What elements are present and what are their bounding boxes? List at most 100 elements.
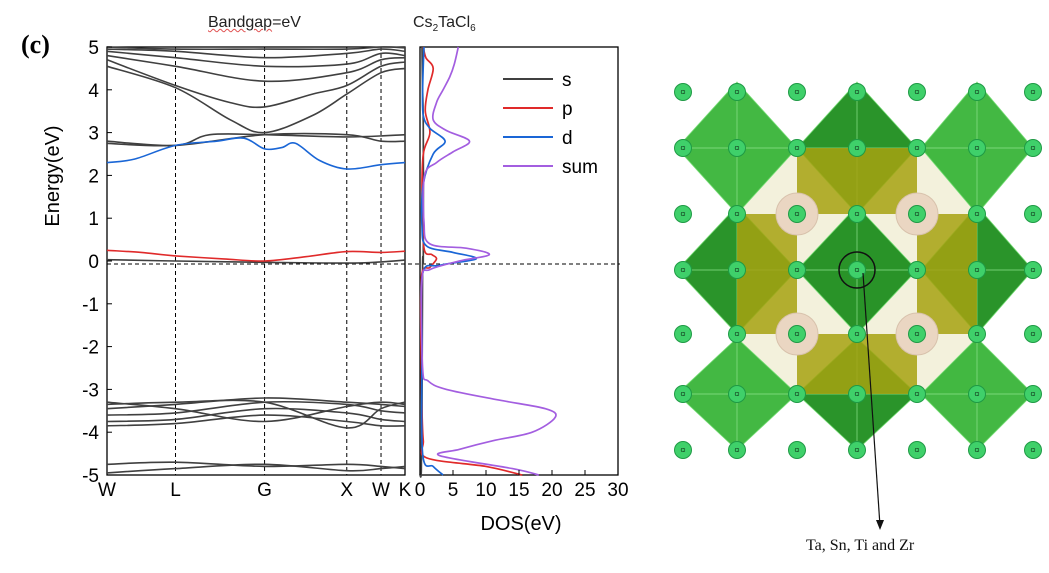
energy-tick-label: 0 [88, 252, 99, 273]
dos-series-sum [420, 46, 557, 476]
cl-atom [728, 139, 746, 157]
energy-tick-label: 5 [88, 38, 99, 59]
olive-cell-face [797, 334, 917, 394]
band-line-s [106, 461, 406, 470]
structure-caption: Ta, Sn, Ti and Zr [806, 537, 915, 554]
cl-atom [908, 385, 926, 403]
energy-axis-label: Energy(eV) [42, 125, 64, 226]
cl-atom [674, 441, 692, 459]
cl-atom-label: Cl [795, 212, 800, 218]
compound-title: Cs2TaCl6 [413, 14, 476, 34]
cl-atom [788, 205, 806, 223]
cl-atom-label: Cl [681, 392, 686, 398]
kpoint-tick-label: G [257, 480, 272, 501]
cl-atom [908, 139, 926, 157]
cl-atom-label: Cl [681, 448, 686, 454]
dos-tick-label: 30 [607, 480, 628, 501]
dos-tick-label: 20 [541, 480, 562, 501]
olive-cell-face [917, 214, 977, 334]
cl-atom-label: Cl [915, 392, 920, 398]
cl-atom [1024, 261, 1042, 279]
cl-atom [1024, 385, 1042, 403]
cl-atom [728, 441, 746, 459]
dos-tick-label: 0 [415, 480, 426, 501]
energy-tick-label: -1 [82, 295, 99, 316]
panel-label: (c) [21, 30, 50, 59]
cl-atom [908, 83, 926, 101]
cl-atom-label: Cl [855, 212, 860, 218]
crystal-structure-illustration: CsCsCsCsClClClClClClClClClClClClClClClCl… [674, 81, 1042, 459]
cl-atom [968, 205, 986, 223]
cl-atom [788, 139, 806, 157]
band-line-s [106, 46, 406, 51]
cl-atom-label: Cl [855, 448, 860, 454]
energy-tick-label: -2 [82, 338, 99, 359]
band-line-s [106, 48, 406, 59]
energy-tick-label: -3 [82, 380, 99, 401]
legend-label-d: d [562, 128, 573, 149]
cl-atom [728, 385, 746, 403]
band-line-d [106, 137, 406, 170]
band-line-s [106, 258, 406, 264]
cl-atom-label: Cl [975, 212, 980, 218]
kpoint-tick-label: W [98, 480, 116, 501]
dos-tick-label: 25 [574, 480, 595, 501]
cl-atom [848, 261, 866, 279]
cl-atom [728, 325, 746, 343]
cl-atom [848, 441, 866, 459]
compound-subscript-b: 6 [470, 23, 476, 35]
dos-panel: 0 5 10 15 20 25 30 DOS(eV) spd sum [415, 46, 629, 535]
cl-atom [788, 441, 806, 459]
kpoint-tick-label: K [399, 480, 412, 501]
band-line-s [106, 65, 406, 134]
cl-atom [908, 205, 926, 223]
dos-tick-label: 10 [475, 480, 496, 501]
annotation-arrowhead [876, 520, 884, 530]
cl-atom-label: Cl [795, 332, 800, 338]
cl-atom [908, 441, 926, 459]
cl-atom [848, 139, 866, 157]
cl-atom-label: Cl [735, 392, 740, 398]
cl-atom-label: Cl [915, 90, 920, 96]
band-line-s [106, 407, 406, 423]
cl-atom-label: Cl [795, 268, 800, 274]
cl-atom-label: Cl [855, 268, 860, 274]
cl-atom [674, 261, 692, 279]
bandgap-title-unit: =eV [272, 14, 301, 31]
highlight-circle [838, 251, 876, 289]
cl-atom [1024, 441, 1042, 459]
legend-label-p: p [562, 99, 573, 120]
cl-atom-label: Cl [975, 392, 980, 398]
cl-atom-label: Cl [735, 268, 740, 274]
cl-atom-label: Cl [681, 332, 686, 338]
band-line-s [106, 414, 406, 427]
cl-atom [848, 325, 866, 343]
cl-atom-label: Cl [975, 146, 980, 152]
cl-atom [908, 261, 926, 279]
dos-axis-label: DOS(eV) [480, 513, 561, 535]
energy-tick-label: 4 [88, 81, 99, 102]
band-line-s [106, 399, 406, 429]
cl-atom [1024, 205, 1042, 223]
cl-atom-label: Cl [735, 146, 740, 152]
cl-atom-label: Cl [975, 90, 980, 96]
cl-atom-label: Cl [681, 90, 686, 96]
cl-atom-label: Cl [795, 146, 800, 152]
legend-label-sum: sum [562, 157, 598, 178]
cl-atom [848, 385, 866, 403]
cl-atom-label: Cl [1031, 146, 1036, 152]
dos-curves [419, 46, 557, 478]
band-curves [106, 46, 406, 474]
cl-atom [968, 83, 986, 101]
cl-atom-label: Cl [915, 268, 920, 274]
band-line-s [106, 54, 406, 83]
cl-atom-label: Cl [1031, 268, 1036, 274]
kpoint-tick-label: L [170, 480, 181, 501]
cl-atom [788, 261, 806, 279]
cl-atom-label: Cl [855, 146, 860, 152]
cl-atom [788, 325, 806, 343]
cl-atom [1024, 325, 1042, 343]
cl-atom-label: Cl [915, 146, 920, 152]
